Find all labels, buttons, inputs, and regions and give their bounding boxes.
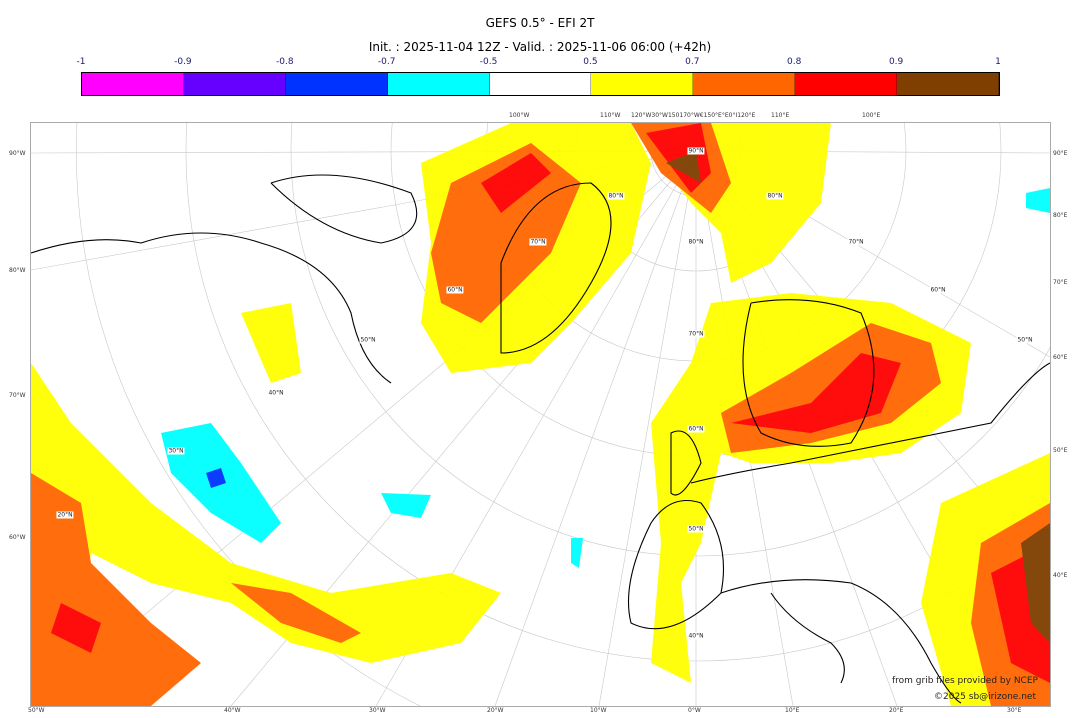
efi-map: 90°N 80°N 80°N 70°N 80°N 70°N 60°N 60°N 50°N 70°N… bbox=[30, 122, 1051, 707]
axis-label-top: 110°W bbox=[600, 112, 621, 119]
axis-label-bottom: 20°W bbox=[487, 707, 504, 714]
colorbar-tick: -1 bbox=[76, 57, 86, 67]
colorbar-tick: 1 bbox=[995, 57, 1001, 67]
latitude-label: 70°N bbox=[687, 330, 705, 338]
latitude-label: 40°N bbox=[267, 389, 285, 397]
latitude-label: 90°N bbox=[687, 147, 705, 155]
colorbar-tick: 0.7 bbox=[685, 57, 700, 67]
latitude-label: 40°N bbox=[687, 632, 705, 640]
colorbar-tick: -0.5 bbox=[479, 57, 498, 67]
colorbar-segment bbox=[387, 73, 490, 95]
copyright: ©2025 sb@irizone.net bbox=[934, 692, 1036, 702]
chart-title: GEFS 0.5° - EFI 2T bbox=[485, 16, 595, 30]
colorbar-segment bbox=[693, 73, 796, 95]
latitude-label: 50°N bbox=[687, 525, 705, 533]
latitude-label: 50°N bbox=[1016, 336, 1034, 344]
axis-label-top: 110°E bbox=[771, 112, 790, 119]
axis-label-right: 70°E bbox=[1053, 279, 1068, 286]
colorbar bbox=[81, 72, 1000, 96]
axis-label-bottom: 10°W bbox=[590, 707, 607, 714]
colorbar-segment bbox=[285, 73, 388, 95]
latitude-label: 80°N bbox=[766, 192, 784, 200]
colorbar-tick: -0.7 bbox=[377, 57, 396, 67]
latitude-label: 20°N bbox=[56, 511, 74, 519]
axis-label-bottom: 30°E bbox=[1007, 707, 1022, 714]
latitude-label: 50°N bbox=[359, 336, 377, 344]
axis-label-right: 60°E bbox=[1053, 354, 1068, 361]
axis-label-top: 120°W30°W150170°W€150°E°E0°I120°E bbox=[631, 112, 756, 119]
colorbar-tick: 0.5 bbox=[583, 57, 598, 67]
axis-label-left: 60°W bbox=[9, 534, 26, 541]
colorbar-tick: -0.8 bbox=[275, 57, 294, 67]
axis-label-bottom: 50°W bbox=[28, 707, 45, 714]
chart-subtitle: Init. : 2025-11-04 12Z - Valid. : 2025-1… bbox=[368, 40, 712, 54]
axis-label-top: 100°W bbox=[509, 112, 530, 119]
colorbar-segment bbox=[489, 73, 592, 95]
efi-shading bbox=[31, 123, 1050, 706]
latitude-label: 30°N bbox=[167, 447, 185, 455]
latitude-label: 70°N bbox=[847, 238, 865, 246]
axis-label-bottom: 0°W bbox=[688, 707, 701, 714]
colorbar-tick: 0.8 bbox=[787, 57, 802, 67]
colorbar-segment bbox=[795, 73, 898, 95]
colorbar-segment bbox=[591, 73, 694, 95]
latitude-label: 60°N bbox=[687, 425, 705, 433]
axis-label-left: 70°W bbox=[9, 392, 26, 399]
map-canvas bbox=[31, 123, 1050, 706]
axis-label-right: 50°E bbox=[1053, 447, 1068, 454]
latitude-label: 60°N bbox=[446, 286, 464, 294]
axis-label-bottom: 30°W bbox=[369, 707, 386, 714]
latitude-label: 80°N bbox=[607, 192, 625, 200]
data-credit: from grib files provided by NCEP bbox=[892, 676, 1038, 686]
colorbar-tick: -0.9 bbox=[174, 57, 192, 67]
colorbar-segment bbox=[82, 73, 184, 95]
axis-label-bottom: 10°E bbox=[785, 707, 800, 714]
axis-label-right: 80°E bbox=[1053, 212, 1068, 219]
axis-label-bottom: 20°E bbox=[889, 707, 904, 714]
axis-label-right: 40°E bbox=[1053, 572, 1068, 579]
axis-label-bottom: 40°W bbox=[224, 707, 241, 714]
axis-label-left: 90°W bbox=[9, 150, 26, 157]
colorbar-tick: 0.9 bbox=[888, 57, 904, 67]
axis-label-left: 80°W bbox=[9, 267, 26, 274]
colorbar-segment bbox=[183, 73, 286, 95]
latitude-label: 70°N bbox=[529, 238, 547, 246]
coastlines bbox=[31, 174, 1050, 704]
latitude-label: 80°N bbox=[687, 238, 705, 246]
latitude-label: 60°N bbox=[929, 286, 947, 294]
colorbar-segment bbox=[897, 73, 1000, 95]
axis-label-top: 100°E bbox=[862, 112, 881, 119]
axis-label-right: 90°E bbox=[1053, 150, 1068, 157]
